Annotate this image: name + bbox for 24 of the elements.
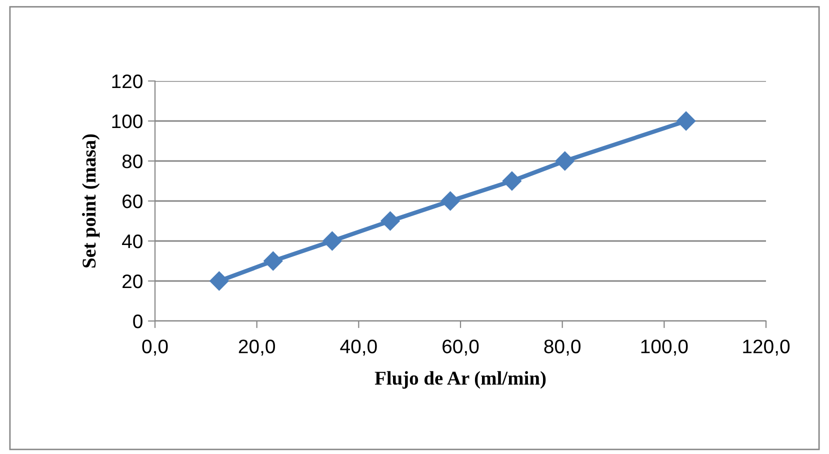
y-tick-label: 0 [133,314,142,328]
y-axis-title: Set point (masa) [82,134,100,268]
point [380,211,400,231]
x-tick-label: 20,0 [238,340,275,356]
y-tick-label: 100 [112,114,142,128]
x-tick-label: 0,0 [142,340,168,356]
point [322,231,342,251]
x-axis-title: Flujo de Ar (ml/min) [374,371,546,389]
y-tick-label: 60 [122,194,142,208]
y-tick-label: 40 [122,234,142,248]
point [676,111,696,131]
x-tick-label: 80,0 [544,340,580,356]
point [440,191,460,211]
point [210,271,229,291]
x-tick-label: 60,0 [442,340,479,356]
y-tick-label: 80 [122,154,142,168]
point [264,251,283,271]
point [555,151,574,171]
x-tick-label: 40,0 [340,340,377,356]
y-tick-label: 20 [122,274,142,288]
x-tick-label: 100,0 [641,340,688,356]
x-tick-label: 120,0 [743,340,790,356]
point [502,171,522,191]
y-tick-label: 120 [112,74,142,88]
